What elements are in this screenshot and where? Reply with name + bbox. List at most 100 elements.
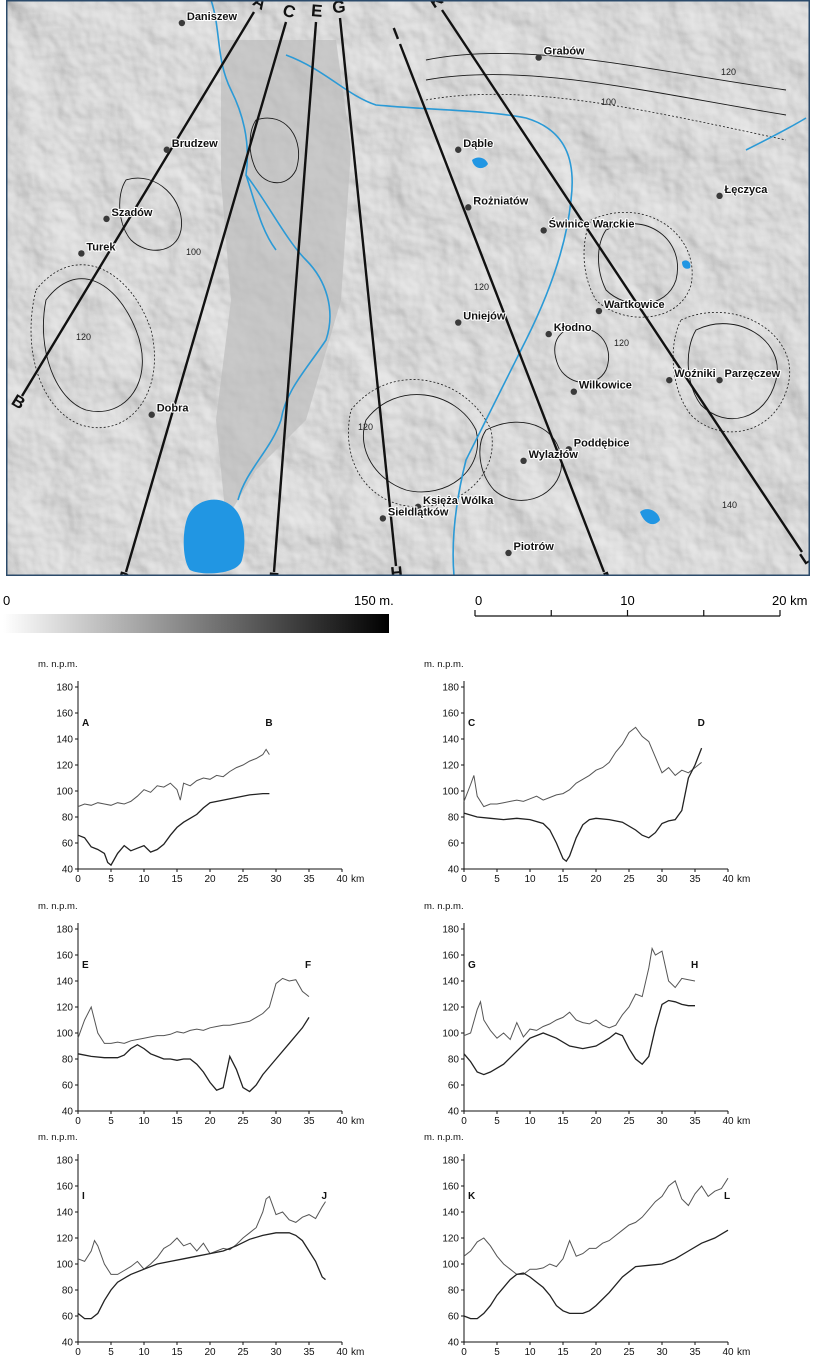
contour-label: 120	[721, 67, 736, 77]
relief-map-svg: ABCDEFGHIJKL DaniszewBrudzewGrabówDąbleŁ…	[6, 0, 815, 590]
x-unit-label: km	[737, 874, 750, 885]
x-tick-label: 10	[524, 1116, 536, 1127]
x-tick-label: 10	[524, 1347, 536, 1358]
y-tick-label: 100	[442, 787, 459, 798]
x-tick-label: 10	[138, 874, 150, 885]
subsurface-profile-line	[463, 1229, 729, 1320]
contour-label: 140	[722, 500, 737, 510]
x-tick-label: 15	[171, 874, 183, 885]
contour-label: 120	[474, 282, 489, 292]
lake	[183, 499, 245, 574]
x-tick-label: 35	[689, 874, 701, 885]
y-tick-label: 120	[56, 1234, 73, 1245]
profile-start-label: G	[468, 960, 476, 971]
place-label: Kłodno	[554, 322, 592, 334]
y-tick-label: 80	[448, 1055, 460, 1066]
x-tick-label: 30	[270, 874, 282, 885]
y-tick-label: 100	[56, 1260, 73, 1271]
x-tick-label: 10	[138, 1347, 150, 1358]
place-marker	[414, 503, 422, 511]
place-label: Sieldlątków	[388, 506, 449, 518]
place-label: Uniejów	[463, 311, 506, 323]
profile-chart-svg: m. n.p.m. 40 60 80 100 120 140 160 180 0 5 10 15 20 25…	[38, 659, 364, 885]
place-label: Rożniatów	[473, 195, 528, 207]
x-tick-label: 15	[557, 1116, 569, 1127]
x-tick-label: 35	[303, 1347, 315, 1358]
y-tick-label: 40	[448, 1107, 460, 1118]
y-tick-label: 140	[56, 735, 73, 746]
y-tick-label: 120	[56, 761, 73, 772]
y-tick-label: 100	[442, 1029, 459, 1040]
y-tick-label: 100	[56, 1029, 73, 1040]
y-tick-label: 120	[56, 1003, 73, 1014]
x-tick-label: 35	[689, 1347, 701, 1358]
x-tick-label: 20	[590, 1347, 602, 1358]
x-tick-label: 25	[623, 1116, 635, 1127]
elevation-scale-max: 150 m.	[354, 593, 394, 608]
chart-ylabel: m. n.p.m.	[38, 1132, 78, 1143]
y-tick-label: 140	[56, 1208, 73, 1219]
place-marker	[716, 376, 723, 384]
subsurface-profile-line	[463, 747, 703, 863]
profile-chart-gh: m. n.p.m. 40 60 80 100 120 140 160 180 0 5 10 15 20 25…	[422, 897, 782, 1137]
place-marker	[379, 515, 387, 522]
profile-chart-ij: m. n.p.m. 40 60 80 100 120 140 160 180 0 5 10 15 20 25…	[36, 1128, 396, 1368]
y-tick-label: 140	[442, 977, 459, 988]
y-tick-label: 140	[56, 977, 73, 988]
place-label: Dąble	[463, 138, 493, 150]
profile-line	[338, 17, 398, 567]
y-tick-label: 160	[442, 709, 459, 720]
profile-line-start-label: I	[390, 24, 401, 43]
x-tick-label: 40	[722, 1116, 734, 1127]
distance-scale: 0 10 20 km	[474, 593, 807, 617]
chart-ylabel: m. n.p.m.	[424, 659, 464, 670]
y-tick-label: 80	[62, 1286, 74, 1297]
place-label: Poddębice	[574, 437, 630, 449]
place-marker	[545, 330, 552, 338]
profile-chart-kl: m. n.p.m. 40 60 80 100 120 140 160 180 0 5 10 15 20 25…	[422, 1128, 782, 1368]
profile-chart-svg: m. n.p.m. 40 60 80 100 120 140 160 180 0 5 10 15 20 25…	[38, 901, 364, 1127]
x-tick-label: 5	[108, 1347, 114, 1358]
contour-label: 120	[358, 422, 373, 432]
x-unit-label: km	[737, 1347, 750, 1358]
x-tick-label: 35	[689, 1116, 701, 1127]
x-tick-label: 30	[270, 1116, 282, 1127]
place-marker	[716, 192, 723, 200]
subsurface-profile-line	[77, 792, 270, 867]
y-tick-label: 180	[56, 683, 73, 694]
surface-profile-line	[77, 1195, 326, 1275]
profile-chart-svg: m. n.p.m. 40 60 80 100 120 140 160 180 0 5 10 15 20 25…	[38, 1132, 364, 1358]
pond	[472, 157, 488, 169]
distance-scale-label: 10	[620, 593, 634, 608]
place-marker	[455, 146, 462, 153]
valley-floor	[216, 40, 351, 520]
profile-start-label: E	[82, 960, 89, 971]
scales: 0 150 m. 0 10 20 km	[0, 590, 816, 640]
surface-profile-line	[77, 977, 310, 1044]
y-tick-label: 160	[442, 1182, 459, 1193]
profile-end-label: B	[265, 718, 272, 729]
surface-profile-line	[463, 1177, 729, 1275]
profile-chart-svg: m. n.p.m. 40 60 80 100 120 140 160 180 0 5 10 15 20 25…	[424, 901, 750, 1127]
subsurface-profile-line	[77, 1232, 326, 1320]
x-unit-label: km	[351, 874, 364, 885]
place-label: Wylazłów	[529, 449, 579, 461]
y-tick-label: 100	[56, 787, 73, 798]
x-tick-label: 20	[590, 1116, 602, 1127]
x-tick-label: 40	[336, 874, 348, 885]
place-marker	[103, 215, 110, 223]
contour-label: 100	[186, 247, 201, 257]
place-marker	[595, 307, 603, 315]
place-label: Dobra	[157, 403, 190, 415]
chart-ylabel: m. n.p.m.	[424, 1132, 464, 1143]
x-tick-label: 15	[557, 1347, 569, 1358]
profile-line	[398, 43, 606, 573]
y-tick-label: 40	[448, 1338, 460, 1349]
chart-ylabel: m. n.p.m.	[38, 901, 78, 912]
place-label: Turek	[86, 241, 116, 253]
place-label: Księża Wólka	[423, 495, 494, 507]
y-tick-label: 60	[62, 1081, 74, 1092]
x-tick-label: 20	[204, 874, 216, 885]
x-tick-label: 0	[75, 1347, 81, 1358]
x-tick-label: 20	[590, 874, 602, 885]
